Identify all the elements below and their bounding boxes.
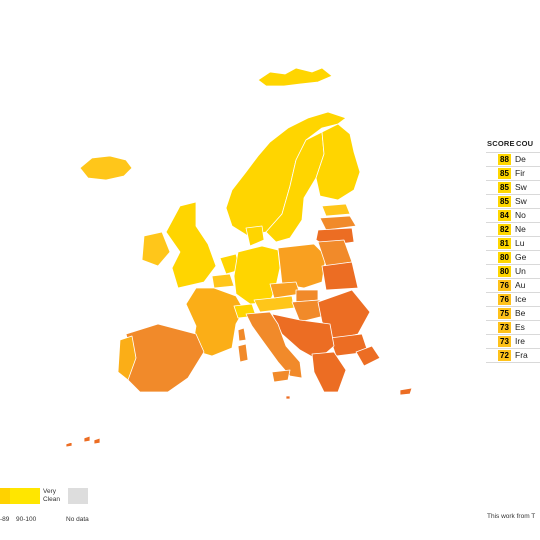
legend-swatch-no-data [68,488,88,504]
country-czech [269,281,301,299]
country-turkey [355,345,381,367]
table-row: 76 Au [486,279,540,293]
score-cell: 88 [498,154,511,165]
country-cell: Be [515,308,526,318]
country-iceland [79,155,133,181]
country-cell: Ne [515,224,526,234]
country-corsica [237,327,247,342]
legend-swatch-mid [0,488,10,504]
credit-text: This work from T [487,513,536,520]
score-column-header: SCORE [487,139,515,148]
map-legend: Very Clean -89 90-100 No data [0,482,110,532]
country-sicily [271,369,291,383]
country-cell: Sw [515,196,527,206]
table-row: 76 Ice [486,293,540,307]
score-cell: 72 [498,350,511,361]
country-cell: No [515,210,526,220]
country-latvia [319,215,357,231]
country-ireland [141,231,171,267]
table-header: SCORE COU [486,136,540,152]
score-cell: 84 [498,210,511,221]
ranking-table: SCORE COU 88 De 85 Fir 85 Sw 85 Sw 84 No 82 Ne 81 Lu 8… [486,136,540,363]
table-row: 80 Un [486,265,540,279]
country-sardinia [237,343,249,363]
country-cell: Es [515,322,525,332]
table-body: 88 De 85 Fir 85 Sw 85 Sw 84 No 82 Ne 81 Lu 80 Ge 80 Un 76 A… [486,152,540,363]
country-estonia [321,203,351,217]
country-canaries_2 [83,435,91,443]
country-france [185,287,245,357]
country-cell: Fir [515,168,525,178]
country-portugal [117,335,137,381]
table-row: 81 Lu [486,237,540,251]
country-uk [165,201,217,289]
country-cell: Lu [515,238,525,248]
score-cell: 73 [498,336,511,347]
table-row: 75 Be [486,307,540,321]
table-row: 80 Ge [486,251,540,265]
country-cell: Au [515,280,526,290]
score-cell: 76 [498,280,511,291]
country-cell: Fra [515,350,528,360]
table-row: 85 Sw [486,181,540,195]
score-cell: 73 [498,322,511,333]
country-cyprus [399,387,413,396]
country-canaries_3 [93,437,101,445]
legend-range-partial-label: -89 [0,516,10,523]
legend-no-data-label: No data [66,516,89,523]
score-cell: 85 [498,196,511,207]
table-row: 88 De [486,153,540,167]
score-cell: 80 [498,252,511,263]
country-cell: Ge [515,252,527,262]
score-cell: 80 [498,266,511,277]
country-cell: De [515,154,526,164]
legend-range-top-label: 90-100 [16,516,37,523]
country-denmark [245,225,265,247]
country-column-header: COU [516,139,534,148]
country-cell: Ire [515,336,525,346]
country-belgium [211,273,235,289]
table-row: 73 Es [486,321,540,335]
table-row: 72 Fra [486,349,540,363]
country-canaries_1 [65,441,73,448]
country-moldova_ukraine [321,261,359,291]
country-italy [245,311,303,379]
country-cell: Un [515,266,526,276]
score-cell: 75 [498,308,511,319]
country-finland [315,123,361,201]
country-spain [125,323,205,393]
table-row: 73 Ire [486,335,540,349]
country-poland [277,243,327,289]
table-row: 85 Fir [486,167,540,181]
score-cell: 85 [498,182,511,193]
table-row: 84 No [486,209,540,223]
country-malta [285,395,291,400]
score-cell: 85 [498,168,511,179]
table-row: 82 Ne [486,223,540,237]
legend-very-clean-label: Very Clean [43,488,60,503]
score-cell: 82 [498,224,511,235]
country-cell: Sw [515,182,527,192]
table-row: 85 Sw [486,195,540,209]
score-cell: 76 [498,294,511,305]
country-greece [311,351,347,393]
score-cell: 81 [498,238,511,249]
country-svalbard [257,67,333,87]
legend-swatch-top [10,488,40,504]
country-cell: Ice [515,294,527,304]
